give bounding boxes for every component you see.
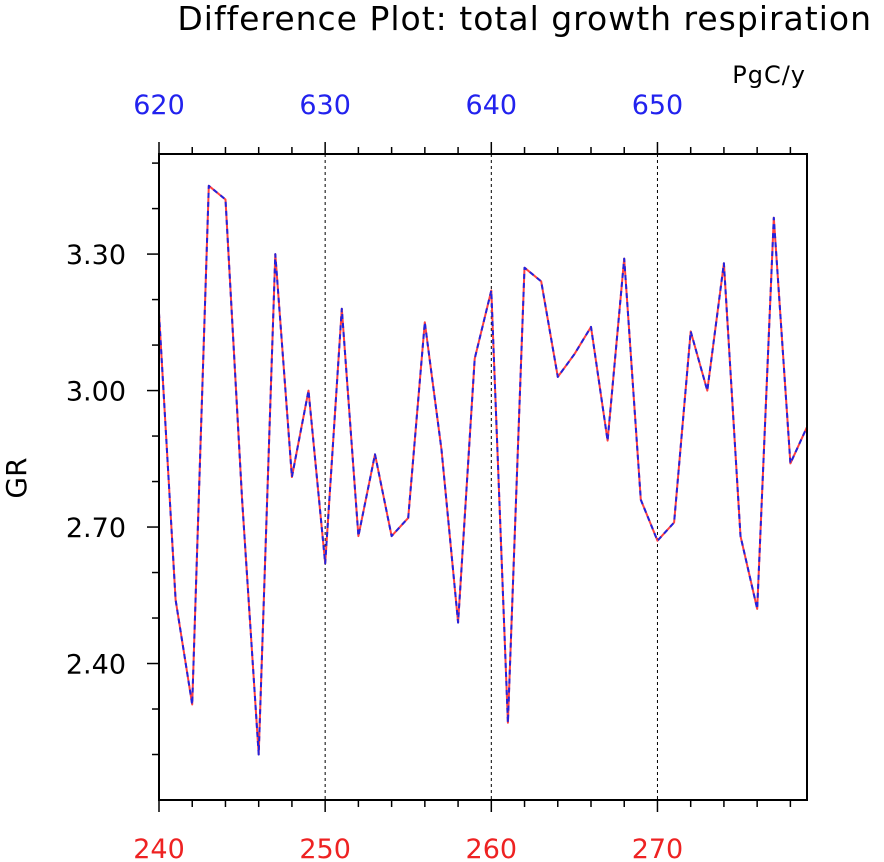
x-bottom-tick-label: 250 (299, 834, 351, 862)
x-top-tick-label: 640 (466, 90, 518, 121)
y-axis-title: GR (0, 457, 33, 498)
y-tick-label: 3.30 (66, 240, 126, 271)
units-label: PgC/y (732, 61, 806, 89)
x-top-tick-label: 630 (299, 90, 351, 121)
x-bottom-tick-label: 270 (632, 834, 684, 862)
y-tick-label: 2.70 (66, 513, 126, 544)
y-tick-label: 3.00 (66, 377, 126, 408)
x-top-tick-label: 650 (632, 90, 684, 121)
tick-labels: 240 250 260 270 620 630 640 650 2.40 2.70 3.00 3.30 (66, 90, 683, 862)
plot-frame (158, 153, 808, 801)
grid-lines (324, 154, 658, 800)
chart-title: Difference Plot: total growth respiratio… (177, 0, 872, 38)
y-tick-label: 2.40 (66, 650, 126, 681)
x-bottom-tick-label: 260 (466, 834, 518, 862)
series-line (158, 184, 808, 756)
series-lines (158, 184, 808, 756)
x-bottom-tick-label: 240 (133, 834, 185, 862)
x-top-tick-label: 620 (133, 90, 185, 121)
series-line (158, 184, 808, 756)
axis-ticks (147, 142, 792, 812)
